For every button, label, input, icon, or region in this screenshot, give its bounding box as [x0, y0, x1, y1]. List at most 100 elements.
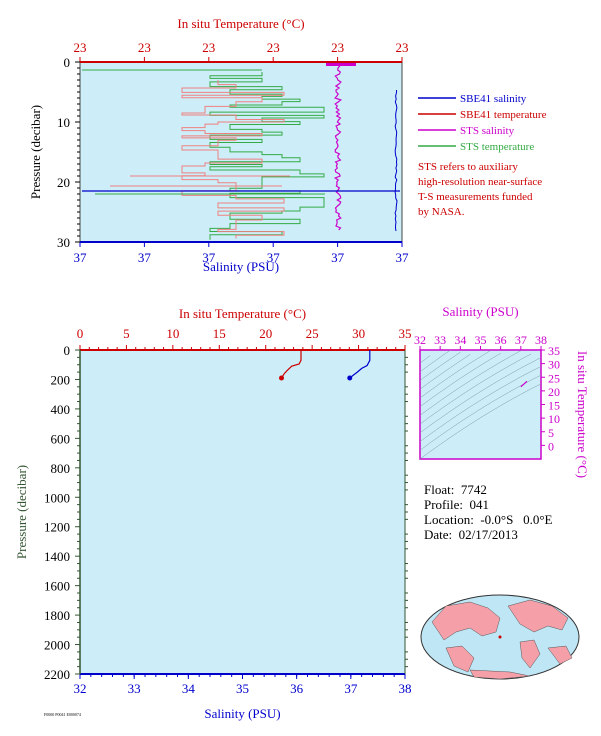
footer-id: F0000 P0041 E000074 — [44, 712, 81, 717]
ts-temperature-tick-label: 15 — [548, 399, 560, 413]
ts-temperature-tick-label: 5 — [548, 426, 554, 440]
main-pressure-tick-label: 600 — [51, 431, 71, 446]
top-salinity-tick-label: 37 — [331, 250, 345, 265]
map-landmass — [519, 639, 541, 669]
main-pressure-tick-label: 2000 — [44, 638, 70, 653]
main-pressure-tick-label: 1000 — [44, 490, 70, 505]
profile-end-marker — [279, 375, 284, 381]
profile-number: Profile: 041 — [424, 497, 489, 512]
salinity-profile-line — [349, 350, 371, 379]
top-temperature-tick-label: 23 — [267, 40, 280, 55]
temperature-profile-line — [280, 350, 302, 379]
ts-curve — [520, 380, 528, 388]
sts-note: STS refers to auxiliary high-resolution … — [418, 160, 598, 220]
top-sts-salinity-trace — [333, 63, 343, 231]
top-pressure-tick-label: 30 — [57, 235, 70, 250]
ts-temperature-tick-label: 30 — [548, 358, 560, 372]
ts-temperature-tick-label: 20 — [548, 385, 560, 399]
ts-density-contour — [419, 353, 532, 425]
main-temperature-tick-label: 30 — [352, 326, 365, 341]
ts-density-contour — [419, 353, 501, 407]
main-temperature-tick-label: 25 — [306, 326, 319, 341]
main-temperature-tick-label: 5 — [123, 326, 130, 341]
ts-temperature-tick-label: 35 — [548, 344, 560, 358]
top-sts-temperature-trace — [209, 72, 325, 240]
map-landmass — [469, 669, 531, 680]
top-pressure-tick-label: 20 — [57, 175, 70, 190]
top-temperature-tick-label: 23 — [138, 40, 151, 55]
map-landmass — [507, 599, 569, 633]
map-landmass — [431, 601, 501, 641]
ts-density-contour — [419, 354, 471, 390]
main-temperature-tick-label: 15 — [213, 326, 226, 341]
date: Date: 02/17/2013 — [424, 527, 518, 542]
top-sbe41-temperature-trace — [181, 80, 285, 239]
main-temperature-tick-label: 35 — [399, 326, 412, 341]
top-sbe41-salinity-trace — [394, 89, 398, 232]
float-id: Float: 7742 — [424, 482, 487, 497]
ts-salinity-tick-label: 37 — [515, 333, 527, 347]
main-pressure-tick-label: 2200 — [44, 667, 70, 682]
main-pressure-tick-label: 0 — [64, 343, 71, 358]
main-pressure-tick-label: 400 — [51, 402, 71, 417]
top-temperature-axis-title: In situ Temperature (°C) — [177, 16, 304, 31]
main-salinity-tick-label: 36 — [290, 681, 304, 696]
top-salinity-tick-label: 37 — [138, 250, 152, 265]
legend-label: SBE41 salinity — [460, 93, 527, 105]
top-pressure-tick-label: 0 — [64, 55, 71, 70]
float-info: Float: 7742 Profile: 041 Location: -0.0°… — [424, 482, 552, 542]
sts-note-line: STS refers to auxiliary — [418, 161, 518, 173]
main-salinity-tick-label: 37 — [344, 681, 358, 696]
main-salinity-tick-label: 32 — [74, 681, 87, 696]
ts-salinity-tick-label: 33 — [434, 333, 446, 347]
top-temperature-tick-label: 23 — [74, 40, 87, 55]
main-pressure-tick-label: 1600 — [44, 579, 70, 594]
legend-label: STS salinity — [460, 125, 515, 137]
ts-density-contour — [419, 350, 491, 399]
ts-temperature-tick-label: 0 — [548, 439, 554, 453]
main-salinity-tick-label: 34 — [182, 681, 196, 696]
top-temperature-tick-label: 23 — [396, 40, 409, 55]
profile-end-marker — [347, 375, 353, 381]
top-salinity-tick-label: 37 — [202, 250, 216, 265]
ts-density-contour — [419, 350, 521, 416]
main-salinity-tick-label: 35 — [236, 681, 249, 696]
main-temperature-axis-title: In situ Temperature (°C) — [179, 306, 306, 321]
ts-density-contour — [419, 366, 542, 442]
ts-density-contour — [419, 383, 542, 460]
top-salinity-tick-label: 37 — [267, 250, 281, 265]
main-pressure-tick-label: 1400 — [44, 549, 70, 564]
world-map — [420, 594, 580, 680]
ts-temperature-tick-label: 10 — [548, 412, 560, 426]
ts-density-contour — [419, 349, 451, 373]
location: Location: -0.0°S 0.0°E — [424, 512, 553, 527]
ts-salinity-tick-label: 35 — [475, 333, 487, 347]
ts-salinity-tick-label: 32 — [414, 333, 426, 347]
main-salinity-tick-label: 33 — [128, 681, 141, 696]
ts-temperature-axis-title: In situ Temperature (°C) — [575, 351, 590, 478]
main-pressure-tick-label: 1800 — [44, 608, 70, 623]
main-salinity-axis-title: Salinity (PSU) — [204, 706, 280, 721]
main-temperature-tick-label: 0 — [77, 326, 84, 341]
ts-density-contour — [419, 357, 542, 434]
main-plot-area — [79, 349, 406, 675]
ts-density-contour — [419, 355, 431, 364]
ts-salinity-axis-title: Salinity (PSU) — [442, 304, 518, 319]
top-temperature-tick-label: 23 — [202, 40, 215, 55]
ts-density-contour — [419, 374, 542, 451]
legend-label: STS temperature — [460, 141, 534, 153]
ts-temperature-tick-label: 25 — [548, 371, 560, 385]
main-pressure-axis-title: Pressure (decibar) — [14, 465, 29, 559]
sts-note-line: T-S measurements funded — [418, 191, 533, 203]
main-pressure-tick-label: 800 — [51, 461, 71, 476]
ts-salinity-tick-label: 38 — [535, 333, 547, 347]
main-salinity-tick-label: 38 — [399, 681, 412, 696]
main-pressure-tick-label: 200 — [51, 372, 71, 387]
ts-salinity-tick-label: 36 — [495, 333, 507, 347]
float-location-marker — [498, 635, 502, 639]
map-landmass — [547, 645, 573, 665]
top-pressure-axis-title: Pressure (decibar) — [28, 105, 43, 199]
sts-note-line: by NASA. — [418, 206, 465, 218]
top-salinity-tick-label: 37 — [396, 250, 410, 265]
